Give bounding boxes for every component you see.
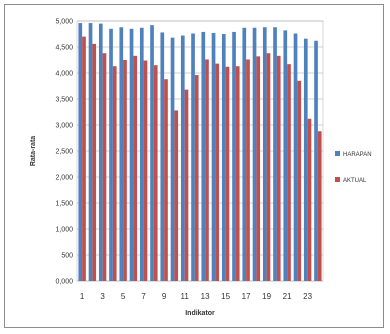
bar-harapan-5 bbox=[119, 27, 124, 281]
chart-frame: 0,000 500 1,000 1,500 2,000 2,500 3,000 3,500 4,… bbox=[4, 4, 384, 328]
bar-harapan-16 bbox=[232, 31, 236, 282]
grid-layer bbox=[77, 20, 323, 282]
legend-label-harapan: HARAPAN bbox=[343, 152, 372, 158]
legend-swatch-harapan bbox=[335, 151, 340, 156]
y-tick-label: 2,500 bbox=[55, 149, 73, 156]
bar-harapan-4 bbox=[109, 28, 113, 281]
bar-harapan-19 bbox=[262, 27, 267, 281]
x-tick-label: 9 bbox=[162, 292, 167, 301]
bar-harapan-6 bbox=[129, 28, 134, 281]
bar-aktual-10 bbox=[174, 110, 179, 281]
bar-harapan-11 bbox=[180, 35, 185, 281]
y-axis-title: Rata-rata bbox=[30, 136, 37, 166]
bar-harapan-3 bbox=[98, 23, 103, 281]
bar-aktual-3 bbox=[102, 53, 107, 281]
bar-aktual-17 bbox=[246, 59, 250, 282]
x-tick-label: 17 bbox=[242, 292, 251, 301]
y-tick-label: 0,000 bbox=[55, 279, 73, 286]
bar-harapan-23 bbox=[303, 38, 308, 282]
bar-harapan-17 bbox=[242, 27, 247, 282]
bar-aktual-15 bbox=[225, 66, 230, 281]
y-tick-label: 3,500 bbox=[55, 97, 73, 104]
x-tick-label: 1 bbox=[80, 292, 85, 301]
bar-harapan-18 bbox=[252, 27, 257, 282]
bar-aktual-9 bbox=[164, 79, 168, 282]
y-tick-label: 4,000 bbox=[55, 71, 73, 78]
bar-aktual-1 bbox=[82, 36, 86, 281]
bar-chart: 0,000 500 1,000 1,500 2,000 2,500 3,000 3,500 4,… bbox=[30, 19, 372, 318]
legend-label-aktual: AKTUAL bbox=[343, 178, 367, 184]
x-tick-label: 21 bbox=[283, 292, 292, 301]
bar-harapan-10 bbox=[170, 37, 175, 281]
bar-aktual-13 bbox=[205, 59, 209, 282]
y-tick-label: 1,500 bbox=[55, 201, 73, 208]
bar-aktual-23 bbox=[307, 118, 312, 281]
bar-aktual-24 bbox=[317, 131, 322, 281]
bar-harapan-12 bbox=[191, 33, 195, 282]
y-tick-label: 2,000 bbox=[55, 175, 73, 182]
bar-aktual-18 bbox=[256, 56, 261, 281]
bar-harapan-14 bbox=[211, 32, 216, 282]
bar-harapan-1 bbox=[78, 23, 83, 282]
x-tick-label: 5 bbox=[121, 292, 126, 301]
bar-harapan-13 bbox=[201, 31, 206, 282]
bar-harapan-15 bbox=[221, 34, 226, 281]
bar-harapan-8 bbox=[150, 25, 154, 281]
x-tick-label: 13 bbox=[201, 292, 210, 301]
bar-aktual-19 bbox=[266, 53, 271, 281]
bar-aktual-5 bbox=[123, 60, 127, 281]
x-axis-title: Indikator bbox=[185, 310, 215, 317]
x-tick-label: 7 bbox=[141, 292, 146, 301]
bars-layer bbox=[78, 23, 322, 282]
y-tick-label: 3,000 bbox=[55, 123, 73, 130]
x-tick-label: 19 bbox=[262, 292, 271, 301]
bar-aktual-21 bbox=[287, 64, 291, 281]
bar-harapan-21 bbox=[283, 30, 288, 281]
y-tick-label: 4,500 bbox=[55, 45, 73, 52]
bar-aktual-11 bbox=[184, 89, 189, 281]
bar-aktual-6 bbox=[133, 55, 138, 282]
bar-aktual-7 bbox=[143, 60, 148, 281]
bar-aktual-4 bbox=[112, 66, 117, 281]
bar-harapan-20 bbox=[273, 27, 277, 281]
bar-harapan-9 bbox=[160, 32, 165, 281]
y-tick-label: 5,000 bbox=[55, 19, 73, 26]
bar-aktual-14 bbox=[215, 63, 220, 281]
x-tick-label: 3 bbox=[100, 292, 105, 301]
bar-harapan-24 bbox=[314, 40, 318, 282]
bar-aktual-8 bbox=[153, 65, 158, 281]
bar-harapan-2 bbox=[88, 23, 93, 282]
bar-aktual-16 bbox=[235, 66, 240, 281]
legend: HARAPAN AKTUAL bbox=[335, 151, 372, 184]
x-tick-label: 23 bbox=[303, 292, 312, 301]
bar-aktual-12 bbox=[194, 75, 199, 281]
bar-aktual-22 bbox=[297, 80, 302, 281]
bar-harapan-22 bbox=[293, 33, 298, 282]
bar-aktual-20 bbox=[276, 55, 281, 282]
x-tick-label: 15 bbox=[221, 292, 230, 301]
legend-swatch-aktual bbox=[335, 177, 340, 182]
x-tick-label: 11 bbox=[180, 292, 189, 301]
bar-harapan-7 bbox=[139, 27, 144, 282]
axis-layer: 0,000 500 1,000 1,500 2,000 2,500 3,000 3,500 4,… bbox=[30, 19, 313, 318]
y-tick-label: 1,000 bbox=[55, 227, 73, 234]
y-tick-label: 500 bbox=[61, 253, 73, 260]
bar-aktual-2 bbox=[92, 43, 97, 281]
